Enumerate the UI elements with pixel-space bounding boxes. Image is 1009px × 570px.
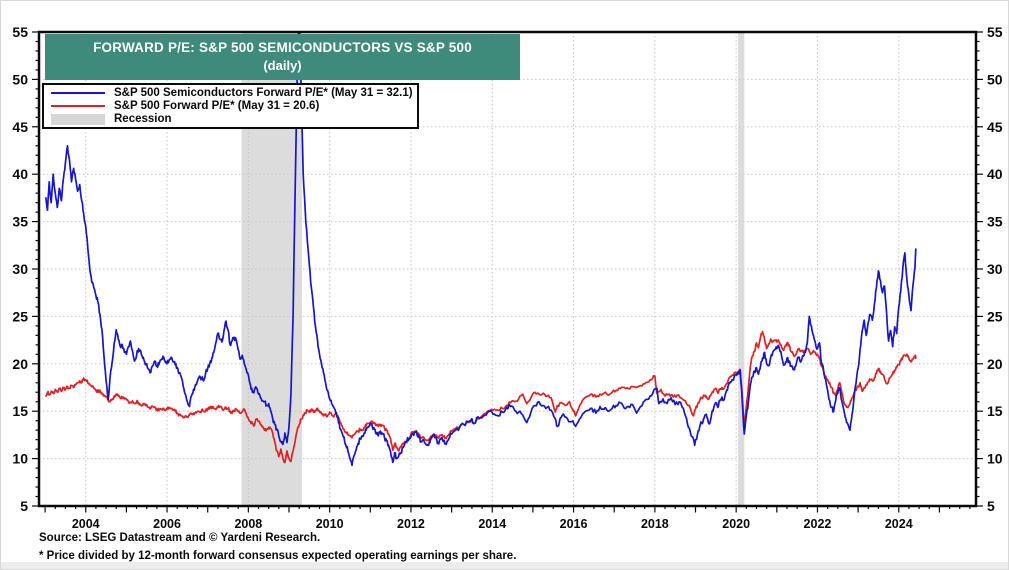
- chart-title-bar: FORWARD P/E: S&P 500 SEMICONDUCTORS VS S…: [45, 34, 520, 80]
- svg-text:2008: 2008: [234, 517, 262, 531]
- svg-text:20: 20: [987, 356, 1003, 372]
- footnote-text: * Price divided by 12-month forward cons…: [39, 550, 517, 562]
- chart-subtitle: (daily): [263, 58, 302, 74]
- svg-text:30: 30: [987, 261, 1003, 277]
- svg-text:10: 10: [12, 451, 28, 467]
- legend-item-spx-pe: S&P 500 Forward P/E* (May 31 = 20.6): [51, 100, 413, 113]
- semis-pe-line: [45, 32, 917, 467]
- svg-text:35: 35: [987, 214, 1003, 230]
- gridlines: [39, 32, 976, 506]
- spx-pe-line: [45, 330, 917, 464]
- svg-text:55: 55: [12, 24, 28, 40]
- window-edge: [1, 562, 1008, 569]
- svg-text:25: 25: [12, 308, 28, 324]
- svg-text:30: 30: [12, 261, 28, 277]
- legend-label: S&P 500 Semiconductors Forward P/E* (May…: [114, 86, 413, 99]
- svg-text:2020: 2020: [722, 517, 750, 531]
- semis-line-swatch-icon: [51, 91, 105, 94]
- svg-text:40: 40: [987, 166, 1003, 182]
- svg-text:35: 35: [12, 214, 28, 230]
- svg-text:50: 50: [12, 71, 28, 87]
- svg-text:2016: 2016: [560, 517, 588, 531]
- svg-text:50: 50: [987, 71, 1003, 87]
- svg-text:2024: 2024: [885, 517, 913, 531]
- legend-item-recession: Recession: [51, 113, 413, 126]
- svg-text:55: 55: [987, 24, 1003, 40]
- recession-band: [738, 32, 745, 506]
- spx-line-swatch-icon: [51, 105, 105, 107]
- svg-text:5: 5: [20, 498, 28, 514]
- svg-text:2018: 2018: [641, 517, 669, 531]
- svg-text:40: 40: [12, 166, 28, 182]
- svg-text:20: 20: [12, 356, 28, 372]
- chart-title: FORWARD P/E: S&P 500 SEMICONDUCTORS VS S…: [93, 39, 472, 55]
- legend-label: S&P 500 Forward P/E* (May 31 = 20.6): [114, 100, 320, 112]
- svg-text:15: 15: [12, 403, 28, 419]
- axis-ticks: [32, 31, 983, 513]
- svg-text:2006: 2006: [153, 517, 181, 531]
- svg-text:45: 45: [987, 119, 1003, 135]
- svg-text:2004: 2004: [72, 517, 100, 531]
- recession-swatch-icon: [51, 113, 105, 125]
- svg-text:45: 45: [12, 119, 28, 135]
- legend-item-semis-pe: S&P 500 Semiconductors Forward P/E* (May…: [51, 86, 413, 99]
- svg-text:2010: 2010: [316, 517, 344, 531]
- legend-label: Recession: [114, 113, 172, 126]
- svg-text:15: 15: [987, 403, 1003, 419]
- svg-text:25: 25: [987, 308, 1003, 324]
- svg-text:10: 10: [987, 451, 1003, 467]
- svg-text:2022: 2022: [804, 517, 832, 531]
- svg-text:5: 5: [987, 498, 995, 514]
- source-text: Source: LSEG Datastream and © Yardeni Re…: [39, 532, 321, 544]
- legend: S&P 500 Semiconductors Forward P/E* (May…: [42, 83, 419, 129]
- svg-text:2012: 2012: [397, 517, 425, 531]
- svg-text:2014: 2014: [478, 517, 506, 531]
